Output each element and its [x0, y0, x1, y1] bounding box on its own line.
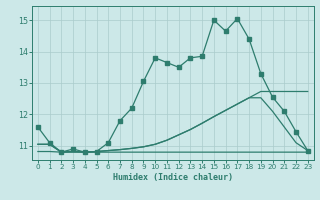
X-axis label: Humidex (Indice chaleur): Humidex (Indice chaleur) [113, 173, 233, 182]
